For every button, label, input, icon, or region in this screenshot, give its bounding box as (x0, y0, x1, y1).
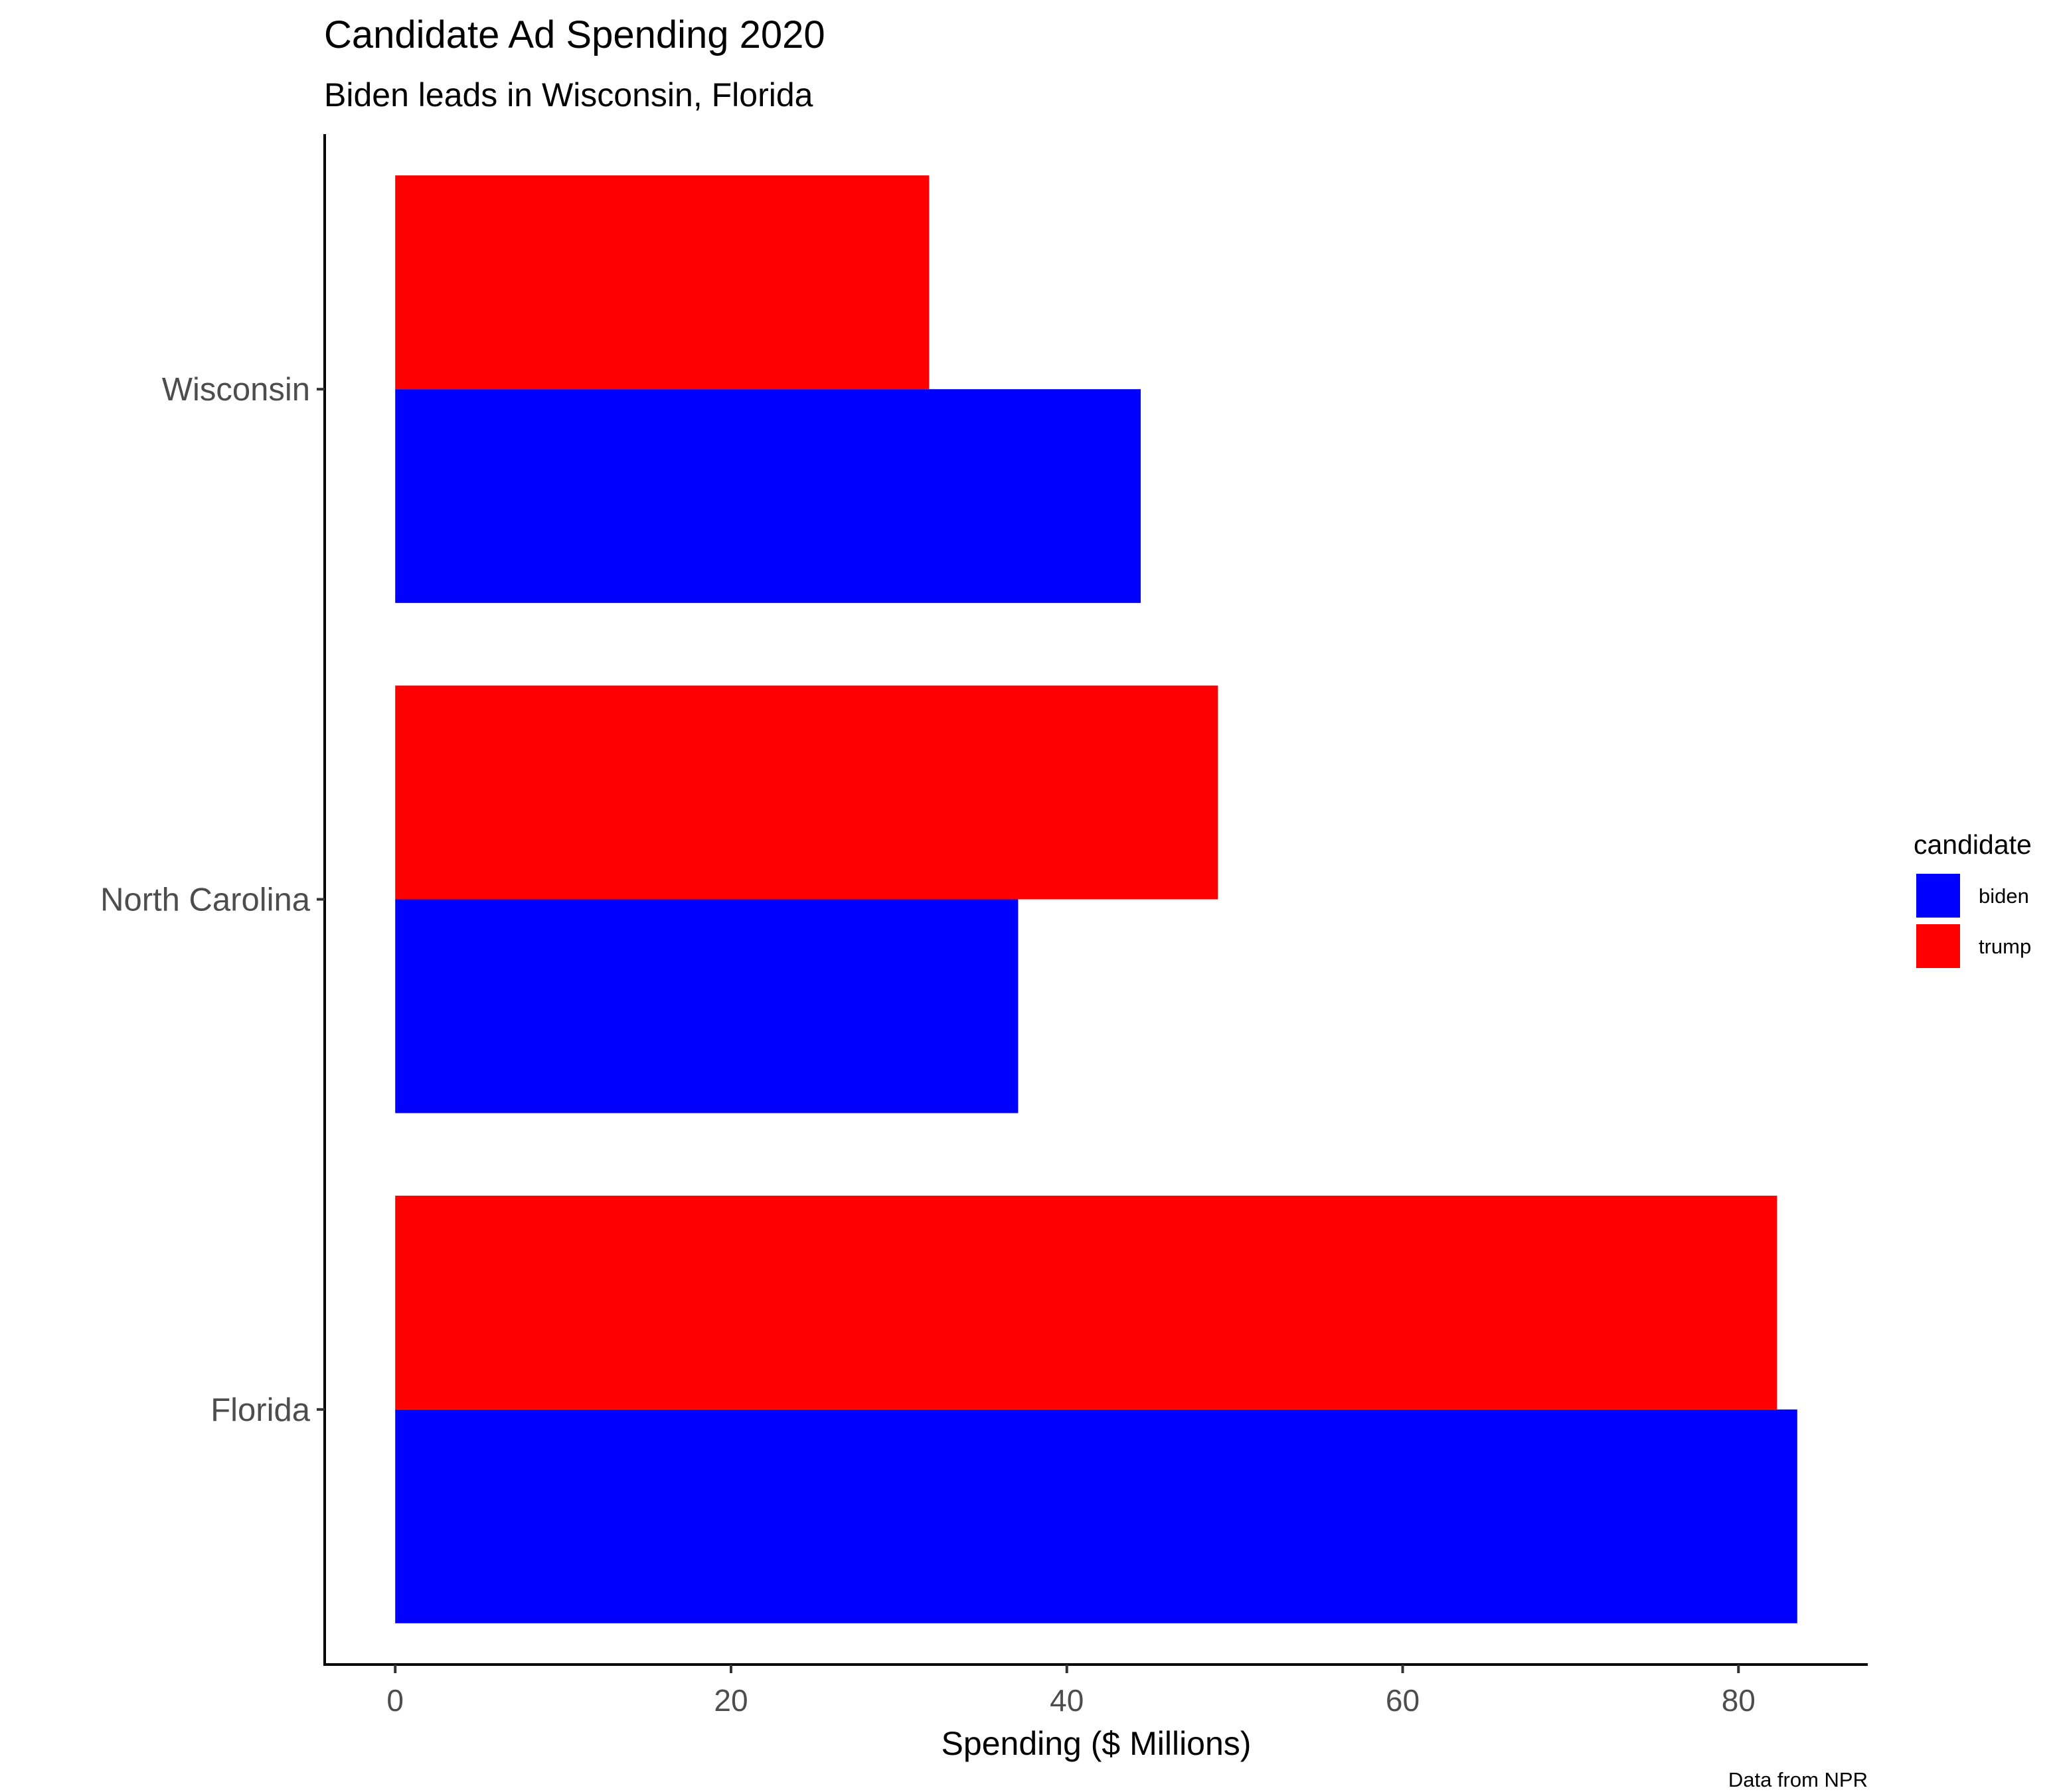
legend-label-trump: trump (1979, 935, 2031, 958)
x-tick-label-80: 80 (1722, 1683, 1756, 1718)
chart-title: Candidate Ad Spending 2020 (324, 13, 825, 56)
legend-swatch-trump (1916, 924, 1960, 968)
caption: Data from NPR (1728, 1768, 1868, 1791)
x-axis: 0 20 40 60 80 (386, 1665, 1756, 1718)
x-tick-label-40: 40 (1050, 1683, 1084, 1718)
y-tick-label-florida: Florida (210, 1392, 311, 1428)
bar-biden-north-carolina (395, 899, 1019, 1113)
x-axis-title: Spending ($ Millions) (942, 1725, 1252, 1762)
y-tick-label-north-carolina: North Carolina (100, 882, 311, 918)
legend-swatch-biden (1916, 874, 1960, 918)
bar-biden-florida (395, 1409, 1797, 1623)
x-tick-label-60: 60 (1386, 1683, 1420, 1718)
bars-group (395, 175, 1797, 1623)
legend-label-biden: biden (1979, 884, 2029, 908)
legend: candidate biden trump (1914, 829, 2032, 968)
x-tick-label-0: 0 (386, 1683, 404, 1718)
y-axis: Wisconsin North Carolina Florida (100, 372, 325, 1428)
bar-trump-wisconsin (395, 175, 930, 390)
y-tick-label-wisconsin: Wisconsin (162, 372, 310, 408)
legend-title: candidate (1914, 829, 2032, 860)
bar-trump-north-carolina (395, 685, 1218, 900)
chart-subtitle: Biden leads in Wisconsin, Florida (324, 76, 813, 114)
bar-trump-florida (395, 1195, 1777, 1410)
x-tick-label-20: 20 (714, 1683, 748, 1718)
bar-biden-wisconsin (395, 389, 1141, 604)
